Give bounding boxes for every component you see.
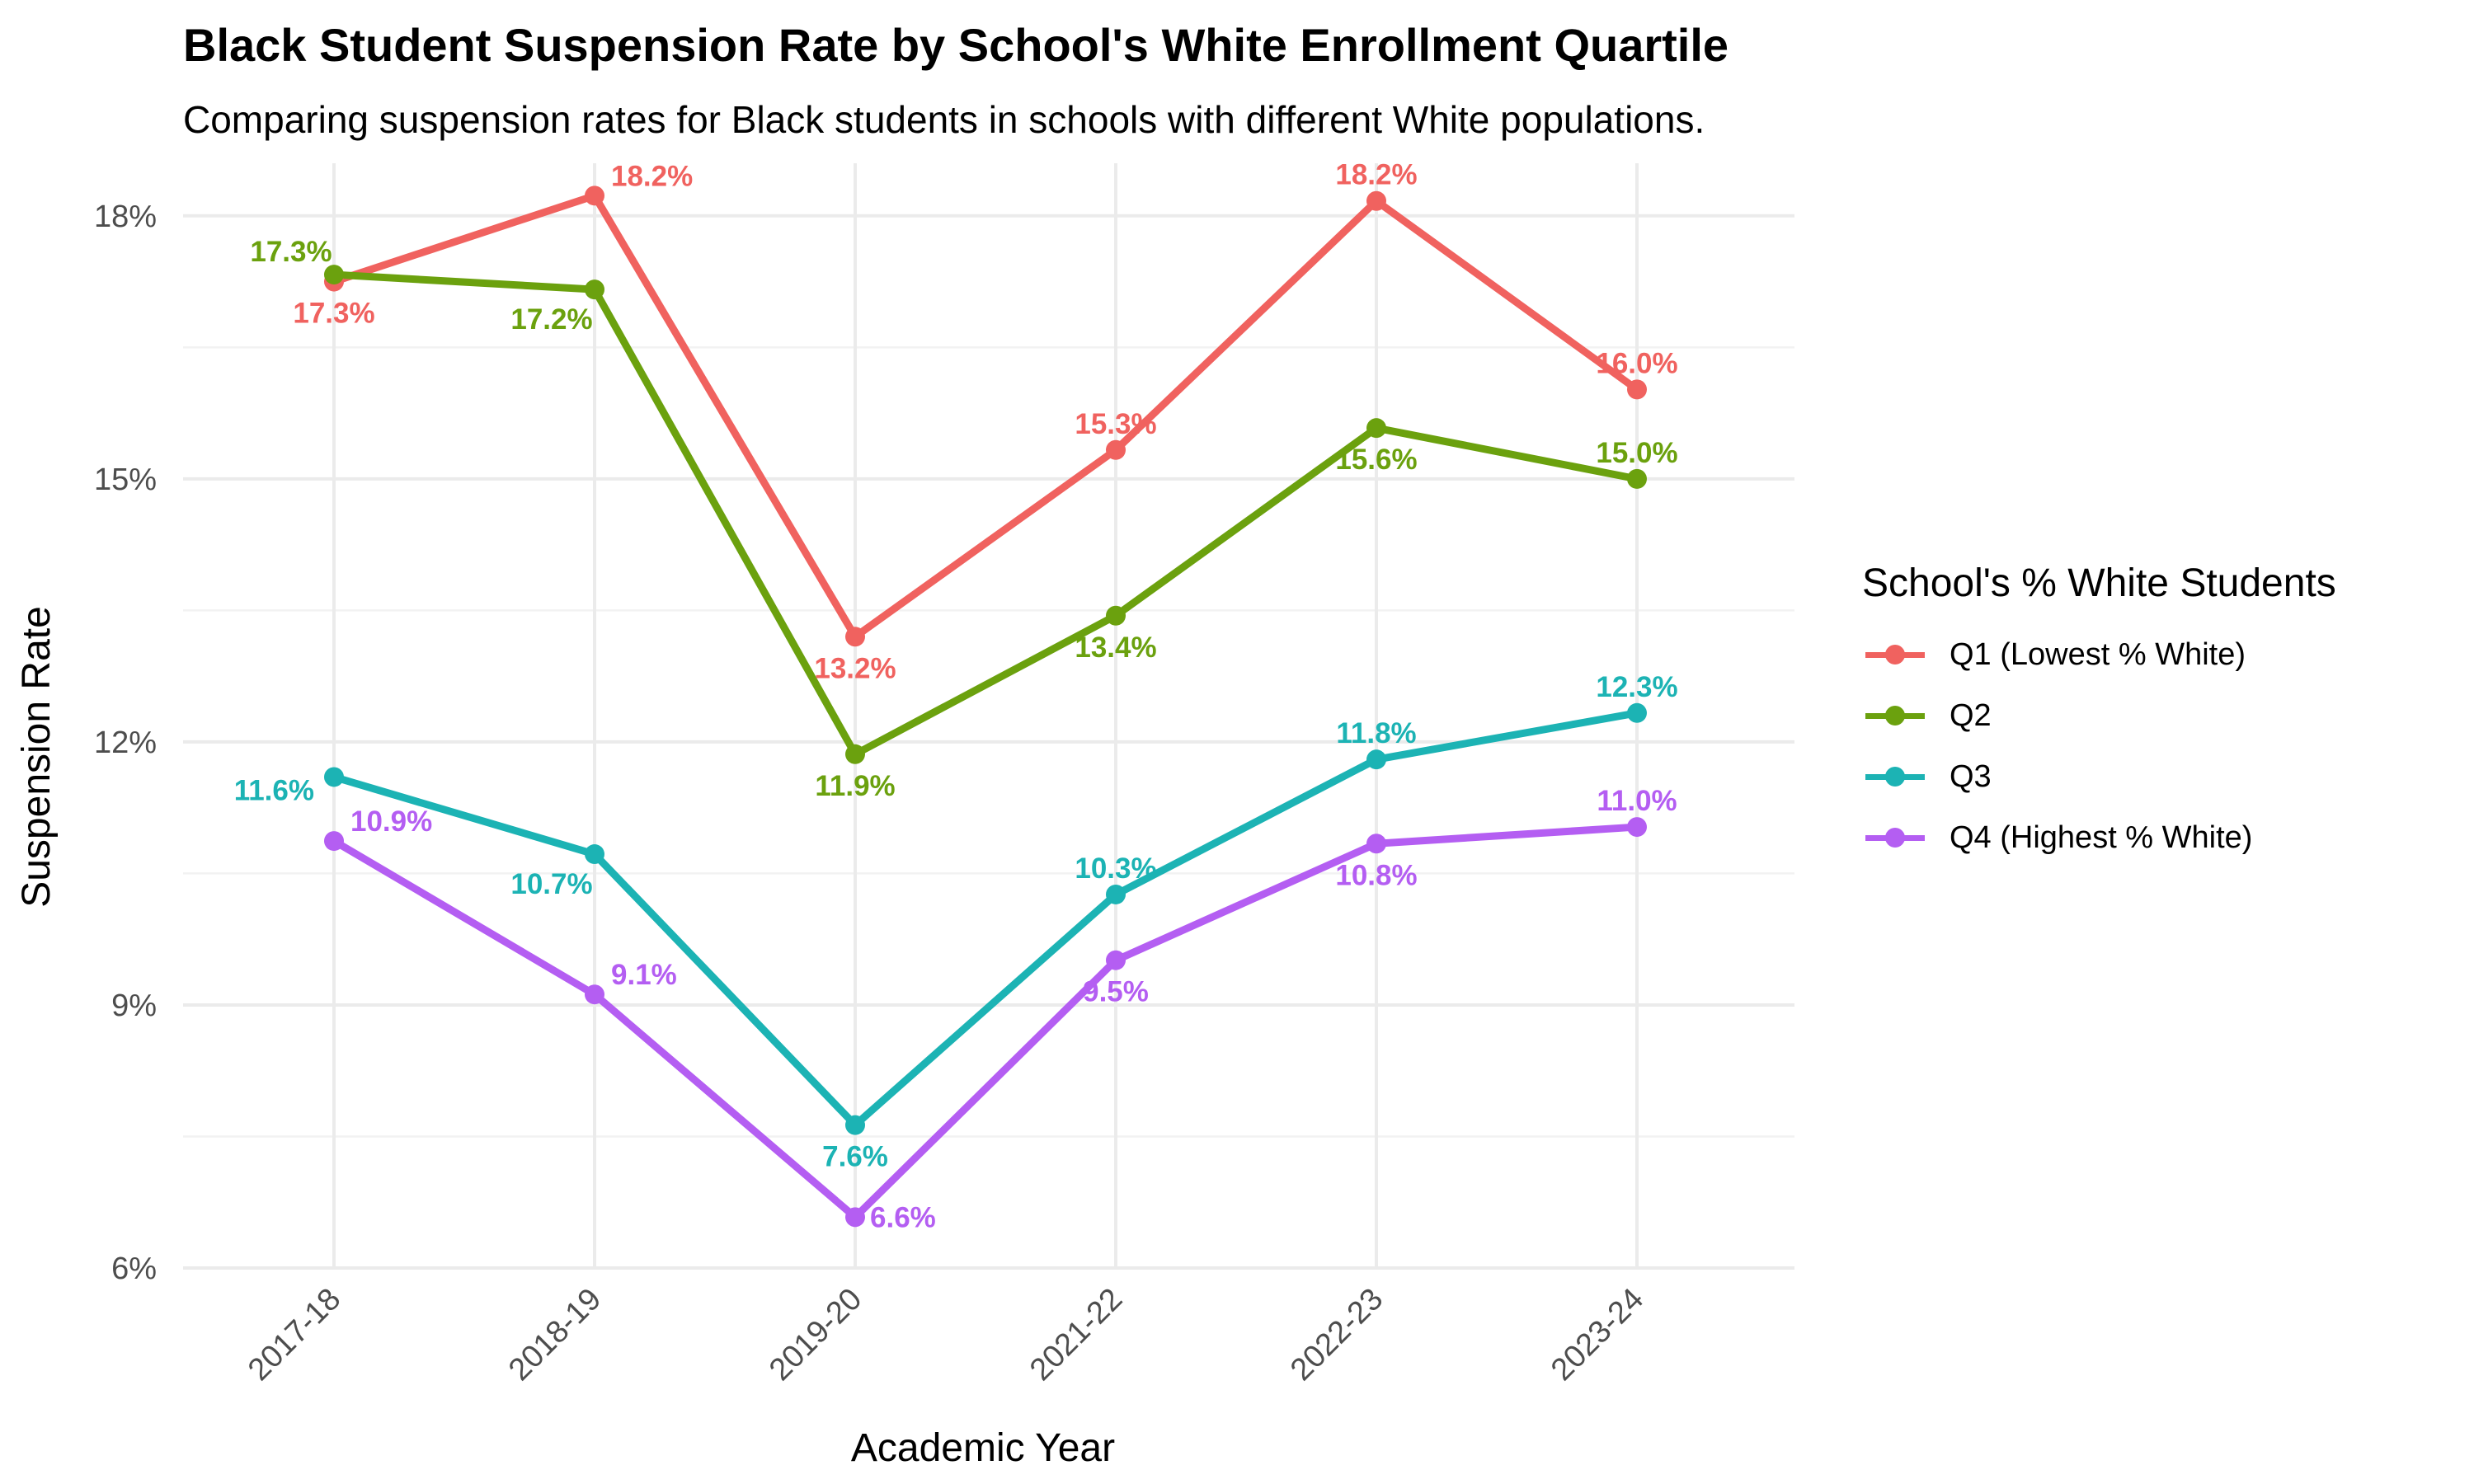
data-point-q4 <box>1627 817 1647 838</box>
data-point-q2 <box>1627 468 1647 489</box>
data-point-q3 <box>1366 749 1386 770</box>
legend-label: Q4 (Highest % White) <box>1950 819 2253 855</box>
x-tick-label: 2022-23 <box>1284 1282 1390 1388</box>
x-tick-label: 2018-19 <box>502 1282 608 1388</box>
x-tick-label: 2023-24 <box>1545 1282 1650 1388</box>
legend-item-q3: Q3 <box>1862 746 2336 807</box>
data-point-q4 <box>845 1207 865 1228</box>
data-label-q4: 9.5% <box>1083 976 1149 1008</box>
x-tick-label: 2017-18 <box>242 1282 347 1388</box>
legend-items: Q1 (Lowest % White) Q2 Q3 Q4 (Highest % Whi… <box>1862 624 2336 868</box>
data-point-q4 <box>1106 950 1126 970</box>
grid-layer <box>183 163 1794 1270</box>
legend-label: Q3 <box>1950 758 1992 794</box>
legend-item-q2: Q2 <box>1862 685 2336 746</box>
data-label-q4: 9.1% <box>611 959 677 991</box>
data-label-q1: 13.2% <box>814 652 896 684</box>
data-point-q3 <box>585 844 604 865</box>
y-tick-label: 15% <box>94 463 157 497</box>
y-tick-label: 18% <box>94 200 157 234</box>
data-label-q4: 10.9% <box>350 805 432 838</box>
data-label-q3: 12.3% <box>1596 671 1677 703</box>
data-label-q1: 17.3% <box>293 298 374 330</box>
data-label-q3: 7.6% <box>822 1141 888 1173</box>
legend-title: School's % White Students <box>1862 561 2336 605</box>
data-point-q4 <box>1366 834 1386 854</box>
legend-key-icon <box>1862 638 1928 671</box>
y-axis-title: Suspension Rate <box>15 606 59 908</box>
data-point-q4 <box>324 831 344 852</box>
y-tick-label: 9% <box>111 989 157 1023</box>
series-line-q4 <box>330 823 1641 1221</box>
data-label-q2: 13.4% <box>1075 632 1156 664</box>
data-label-q2: 15.6% <box>1335 444 1417 476</box>
data-point-q3 <box>1627 702 1647 723</box>
legend-key-icon <box>1862 760 1928 793</box>
data-label-q3: 11.8% <box>1336 717 1416 749</box>
data-label-q4: 6.6% <box>870 1201 936 1233</box>
data-point-q1 <box>845 627 865 647</box>
data-label-q1: 18.2% <box>1335 159 1417 191</box>
legend-label: Q2 <box>1950 697 1992 733</box>
data-label-q3: 10.7% <box>510 868 592 900</box>
data-point-q1 <box>1366 190 1386 211</box>
chart-subtitle: Comparing suspension rates for Black stu… <box>183 98 1705 141</box>
legend-label: Q1 (Lowest % White) <box>1950 636 2246 672</box>
data-label-q2: 11.9% <box>815 770 895 802</box>
data-label-q4: 10.8% <box>1335 859 1417 891</box>
data-point-q1 <box>585 186 604 206</box>
x-tick-label: 2021-22 <box>1023 1282 1129 1388</box>
legend: School's % White Students Q1 (Lowest % W… <box>1862 561 2336 868</box>
data-point-q2 <box>585 279 604 300</box>
data-label-q3: 10.3% <box>1075 852 1156 885</box>
data-label-q4: 11.0% <box>1597 785 1677 817</box>
chart-title: Black Student Suspension Rate by School'… <box>183 19 1729 71</box>
data-label-q2: 15.0% <box>1596 437 1677 469</box>
data-point-q3 <box>845 1115 865 1135</box>
data-point-q3 <box>324 767 344 787</box>
data-label-q1: 18.2% <box>611 160 693 192</box>
data-point-q3 <box>1106 884 1126 904</box>
series-line-q2 <box>330 270 1641 758</box>
x-tick-label: 2019-20 <box>763 1282 868 1388</box>
data-label-q2: 17.2% <box>510 303 592 336</box>
legend-item-q1: Q1 (Lowest % White) <box>1862 624 2336 685</box>
series-layer <box>324 186 1647 1228</box>
data-label-q1: 15.3% <box>1075 408 1156 440</box>
series-line-q1 <box>330 191 1641 641</box>
label-layer: 17.3% 18.2% 13.2% 15.3% 18.2% 16.0% 17.3% 17.2%… <box>234 159 1678 1234</box>
legend-key-icon <box>1862 699 1928 732</box>
data-point-q2 <box>1366 418 1386 439</box>
data-point-q2 <box>845 744 865 764</box>
data-label-q1: 16.0% <box>1596 347 1677 379</box>
x-axis-title: Academic Year <box>851 1426 1115 1470</box>
legend-key-icon <box>1862 821 1928 854</box>
data-label-q2: 17.3% <box>250 236 332 268</box>
data-point-q4 <box>585 984 604 1005</box>
data-label-q3: 11.6% <box>234 774 314 806</box>
data-point-q1 <box>1106 439 1126 460</box>
series-line-q3 <box>330 709 1641 1129</box>
y-tick-label: 6% <box>111 1252 157 1286</box>
data-point-q2 <box>1106 605 1126 626</box>
data-point-q2 <box>324 265 344 285</box>
data-point-q1 <box>1627 379 1647 400</box>
legend-item-q4: Q4 (Highest % White) <box>1862 807 2336 868</box>
y-tick-label: 12% <box>94 726 157 760</box>
